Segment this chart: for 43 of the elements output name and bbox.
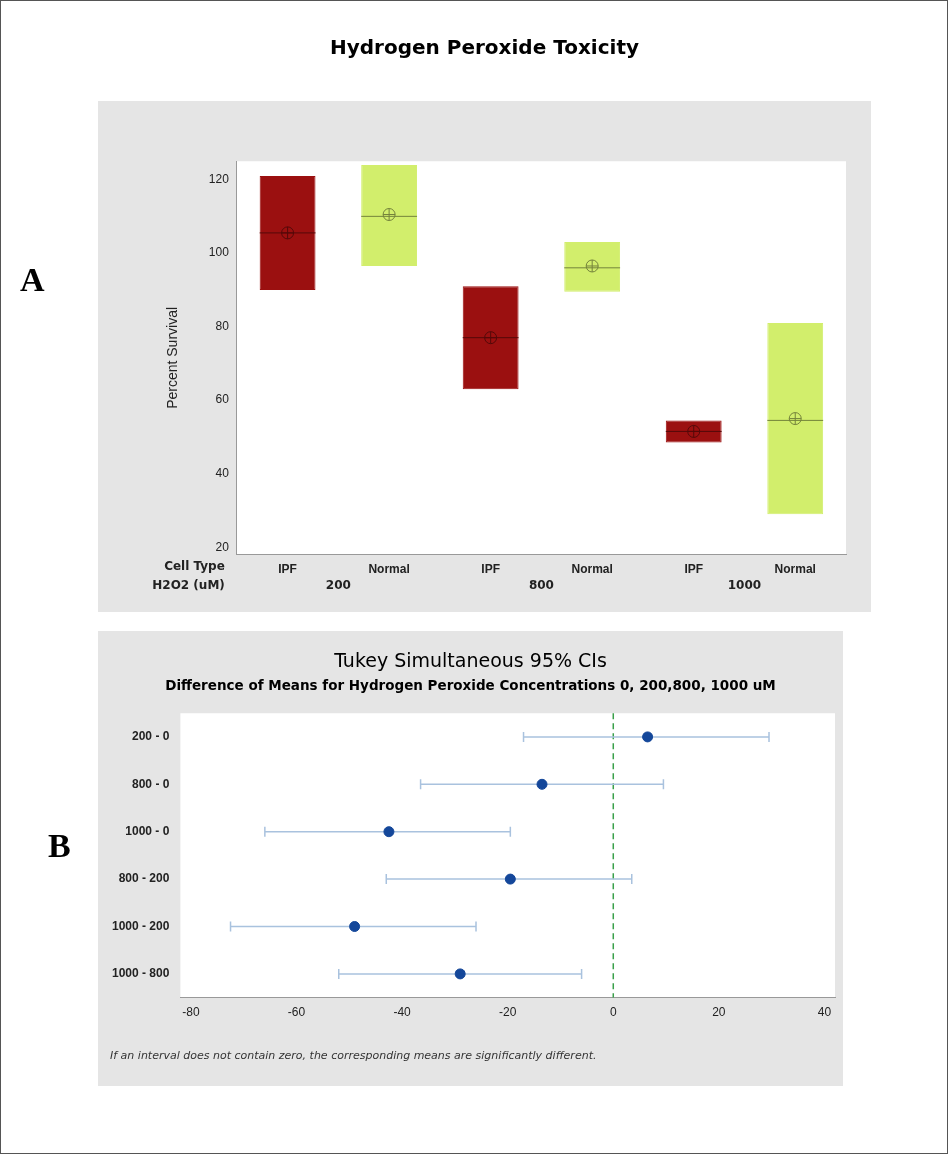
y-tick-label: 200 - 0 xyxy=(132,729,170,744)
text: A xyxy=(20,261,45,299)
point xyxy=(383,826,395,838)
text: 200 xyxy=(325,578,351,593)
y-tick-label: 20 xyxy=(215,539,230,554)
x-tick-label: Normal xyxy=(774,562,816,577)
chart-subtitle: Difference of Means for Hydrogen Peroxide Concentrations 0, 200,800, 1000 uM xyxy=(164,677,777,693)
point xyxy=(504,873,516,885)
x-tick-label: Normal xyxy=(368,562,410,577)
x-tick-label: 40 xyxy=(817,1005,832,1020)
y-tick-label: 800 - 200 xyxy=(118,871,170,886)
y-tick-label: 60 xyxy=(215,392,230,407)
x-tick-label: 20 xyxy=(712,1005,726,1020)
y-tick-label: 80 xyxy=(215,318,230,333)
x-tick-label: IPF xyxy=(684,562,704,577)
x-tick-label: IPF xyxy=(481,562,500,577)
point xyxy=(349,921,361,932)
x-tick-label: Normal xyxy=(571,562,613,577)
x-tick-label: -20 xyxy=(499,1005,517,1020)
text: If an interval does not contain zero, the corresponding means are significantly different. xyxy=(110,1049,597,1062)
text: Cell Type xyxy=(164,559,225,574)
chart-title: Tukey Simultaneous 95% CIs xyxy=(333,649,608,671)
x-tick-label: -80 xyxy=(182,1005,200,1020)
y-tick-label: 40 xyxy=(215,466,230,481)
y-tick-label: 800 - 0 xyxy=(132,776,170,791)
text: H2O2 (uM) xyxy=(152,578,225,593)
text: 1000 xyxy=(727,578,762,593)
y-tick-label: 1000 - 800 xyxy=(111,966,170,981)
x-tick-label: IPF xyxy=(278,562,297,577)
text: B xyxy=(48,827,71,865)
chart-title: Hydrogen Peroxide Toxicity xyxy=(329,35,640,59)
point xyxy=(454,968,466,980)
point xyxy=(536,778,548,790)
x-tick-label: -60 xyxy=(287,1005,306,1020)
x-tick-label: -40 xyxy=(393,1005,412,1020)
y-tick-label: 100 xyxy=(208,245,230,260)
x-tick-label: 0 xyxy=(609,1005,617,1020)
y-tick-label: 120 xyxy=(208,171,230,186)
y-axis-title: Percent Survival xyxy=(164,306,181,409)
y-tick-label: 1000 - 200 xyxy=(111,918,170,933)
text: 800 xyxy=(528,578,554,593)
point xyxy=(642,731,654,743)
y-tick-label: 1000 - 0 xyxy=(125,824,170,839)
